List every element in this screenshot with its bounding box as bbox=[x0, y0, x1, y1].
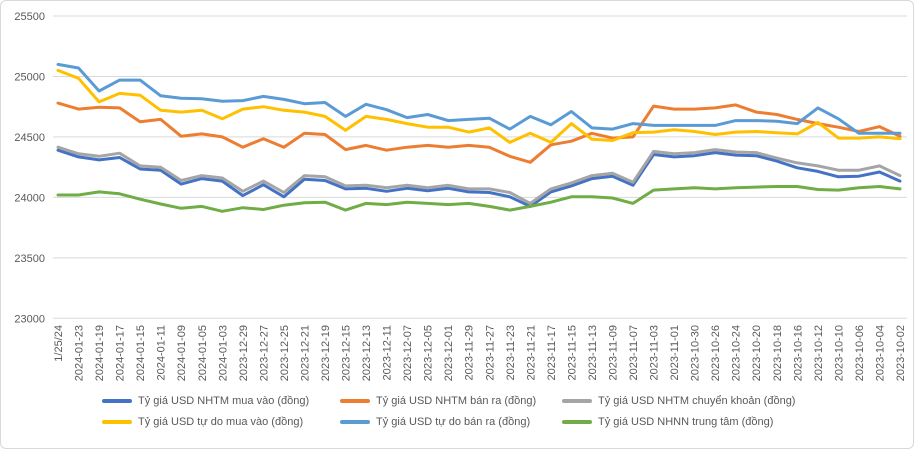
y-axis-tick-label: 23500 bbox=[14, 253, 45, 265]
series-line-2 bbox=[56, 101, 902, 164]
x-axis-tick-label: 2023-11-07 bbox=[628, 325, 640, 380]
x-axis-tick-label: 2023-10-30 bbox=[690, 325, 702, 381]
x-axis-tick-label: 2023-12-25 bbox=[279, 325, 291, 381]
series-line-1 bbox=[56, 148, 902, 208]
legend: Tỷ giá USD NHTM mua vào (đồng) Tỷ giá USD… bbox=[1, 394, 913, 429]
x-axis-tick-label: 2023-10-02 bbox=[895, 325, 907, 381]
x-axis-tick-label: 2024-01-03 bbox=[217, 325, 229, 381]
legend-item-5: Tỷ giá USD tự do bán ra (đồng) bbox=[340, 415, 562, 429]
x-axis-tick-label: 2023-10-06 bbox=[854, 325, 866, 381]
y-axis-tick-label: 24000 bbox=[14, 192, 45, 204]
legend-line-marker bbox=[102, 420, 132, 424]
x-axis-tick-label: 2023-10-24 bbox=[731, 325, 743, 381]
y-axis-tick-label: 25500 bbox=[14, 11, 45, 23]
legend-item-6: Tỷ giá USD NHNN trung tâm (đồng) bbox=[562, 415, 812, 429]
x-axis-tick-label: 2023-10-10 bbox=[833, 325, 845, 381]
x-axis-tick-label: 2023-11-17 bbox=[546, 325, 558, 380]
x-axis-tick-label: 2023-10-12 bbox=[813, 325, 825, 381]
x-axis-tick-label: 2024-01-05 bbox=[197, 325, 209, 381]
y-axis-tick-label: 24500 bbox=[14, 132, 45, 144]
series-line-3 bbox=[56, 145, 902, 205]
x-axis-tick-label: 2023-10-26 bbox=[710, 325, 722, 381]
y-axis-tick-label: 23000 bbox=[14, 313, 45, 325]
x-axis-tick-label: 2023-10-18 bbox=[772, 325, 784, 381]
legend-label: Tỷ giá USD tự do mua vào (đồng) bbox=[138, 416, 304, 428]
legend-label: Tỷ giá USD NHTM bán ra (đồng) bbox=[376, 395, 537, 407]
x-axis-tick-label: 2023-11-23 bbox=[505, 325, 517, 380]
x-axis-tick-label: 2023-11-03 bbox=[649, 325, 661, 380]
legend-item-3: Tỷ giá USD NHTM chuyển khoản (đồng) bbox=[562, 394, 812, 408]
x-axis-tick-label: 2024-01-09 bbox=[176, 325, 188, 381]
legend-label: Tỷ giá USD NHTM mua vào (đồng) bbox=[138, 395, 310, 407]
x-axis-tick-label: 2023-11-21 bbox=[525, 325, 537, 380]
legend-label: Tỷ giá USD tự do bán ra (đồng) bbox=[376, 416, 531, 428]
x-axis-tick-label: 2023-10-20 bbox=[751, 325, 763, 381]
legend-line-marker bbox=[562, 420, 592, 424]
x-axis-tick-label: 2023-12-29 bbox=[238, 325, 250, 381]
series-line-4 bbox=[56, 68, 902, 144]
x-axis-tick-label: 2024-01-11 bbox=[156, 325, 168, 380]
series-line-5 bbox=[56, 62, 902, 135]
x-axis-tick-label: 2023-11-13 bbox=[587, 325, 599, 380]
x-axis-tick-label: 2023-12-11 bbox=[382, 325, 394, 380]
x-axis-tick-label: 2024-01-23 bbox=[74, 325, 86, 381]
legend-line-marker bbox=[340, 420, 370, 424]
y-axis-tick-label: 25000 bbox=[14, 71, 45, 83]
legend-item-4: Tỷ giá USD tự do mua vào (đồng) bbox=[102, 415, 340, 429]
x-axis-tick-label: 2023-12-21 bbox=[299, 325, 311, 381]
x-axis-tick-label: 2023-11-27 bbox=[484, 325, 496, 380]
legend-label: Tỷ giá USD NHNN trung tâm (đồng) bbox=[598, 416, 774, 428]
legend-line-marker bbox=[102, 399, 132, 403]
series-line-6 bbox=[56, 185, 902, 213]
x-axis-tick-label: 2023-12-15 bbox=[341, 325, 353, 381]
x-axis-tick-label: 2023-12-13 bbox=[361, 325, 373, 381]
legend-line-marker bbox=[340, 399, 370, 403]
x-axis-tick-label: 2023-12-01 bbox=[443, 325, 455, 381]
x-axis-tick-label: 2023-11-09 bbox=[608, 325, 620, 380]
x-axis-tick-label: 1/25/24 bbox=[53, 325, 65, 362]
legend-item-1: Tỷ giá USD NHTM mua vào (đồng) bbox=[102, 394, 340, 408]
x-axis-tick-label: 2023-12-05 bbox=[423, 325, 435, 381]
x-axis-tick-label: 2023-10-04 bbox=[875, 325, 887, 381]
x-axis-tick-label: 2023-12-07 bbox=[402, 325, 414, 381]
x-axis-tick-label: 2023-11-01 bbox=[669, 325, 681, 380]
legend-label: Tỷ giá USD NHTM chuyển khoản (đồng) bbox=[598, 395, 796, 407]
x-axis-tick-label: 2023-11-29 bbox=[464, 325, 476, 380]
legend-line-marker bbox=[562, 399, 592, 403]
x-axis-tick-label: 2023-11-15 bbox=[566, 325, 578, 380]
plot-area: 23000 23500 24000 24500 25000 25500 1/25/24 202… bbox=[14, 11, 907, 381]
x-axis-tick-label: 2024-01-15 bbox=[135, 325, 147, 381]
x-axis-tick-label: 2023-10-16 bbox=[792, 325, 804, 381]
x-axis-tick-label: 2024-01-19 bbox=[94, 325, 106, 381]
x-axis-tick-label: 2023-12-27 bbox=[258, 325, 270, 381]
x-axis-tick-label: 2024-01-17 bbox=[115, 325, 127, 381]
legend-item-2: Tỷ giá USD NHTM bán ra (đồng) bbox=[340, 394, 562, 408]
x-axis-tick-label: 2023-12-19 bbox=[320, 325, 332, 381]
